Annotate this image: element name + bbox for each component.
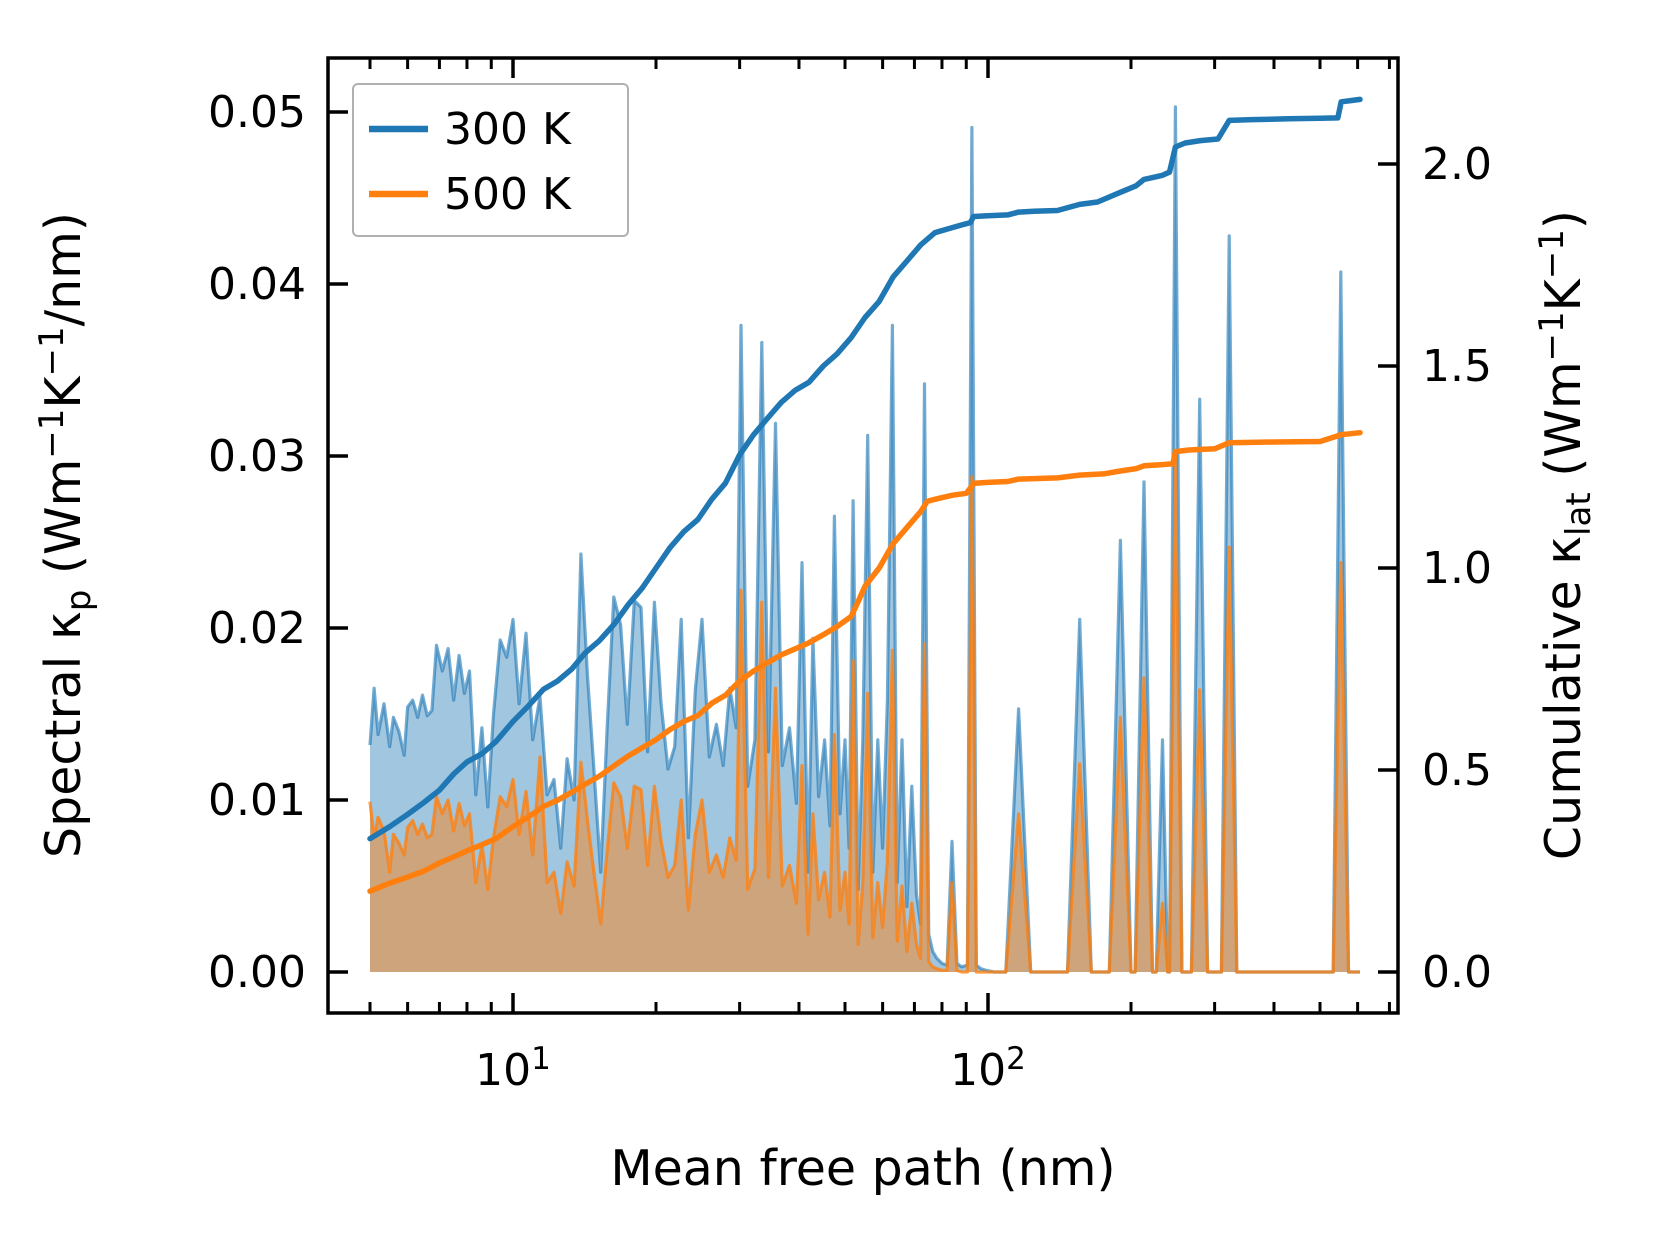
y-right-tick-label: 1.5 [1422, 341, 1492, 392]
y-left-tick-label: 0.04 [208, 259, 306, 310]
y-right-tick-label: 0.0 [1422, 947, 1492, 998]
x-axis-title: Mean free path (nm) [610, 1140, 1115, 1197]
y-left-tick-label: 0.02 [208, 603, 306, 654]
spectral-area-300K [370, 106, 1360, 973]
y-left-tick-label: 0.03 [208, 431, 306, 482]
y-right-axis-title: Cumulative κlat (Wm−1K−1) [1532, 210, 1599, 860]
legend-box [352, 83, 629, 237]
x-tick-label: 102 [950, 1041, 1026, 1096]
plot-areas [368, 105, 1360, 974]
y-left-axis-title: Spectral κp (Wm−1K−1/nm) [32, 212, 99, 858]
spectral-area-500K [370, 459, 1360, 972]
x-tick-label: 101 [475, 1041, 551, 1096]
axis-ticks [328, 58, 1398, 1013]
cumulative-lines [367, 96, 1363, 894]
legend-label-500K: 500 K [444, 169, 572, 220]
y-left-tick-label: 0.05 [208, 87, 306, 138]
plot-spines [326, 56, 1400, 1015]
legend-label-300K: 300 K [444, 104, 572, 155]
cumulative-line-300K [367, 96, 1363, 842]
y-right-tick-label: 1.0 [1422, 543, 1492, 594]
y-left-tick-label: 0.01 [208, 775, 306, 826]
cumulative-line-500K [367, 429, 1363, 894]
spectral-line-500K [368, 457, 1360, 974]
y-right-tick-label: 0.5 [1422, 745, 1492, 796]
axis-tick-labels: 0.00 0.01 0.02 0.03 0.04 0.05 0.0 0.5 1.0 1.5 2.0 1… [208, 87, 1492, 1096]
y-right-tick-label: 2.0 [1422, 139, 1492, 190]
legend: 300 K 500 K [352, 83, 629, 237]
y-left-tick-label: 0.00 [208, 947, 306, 998]
